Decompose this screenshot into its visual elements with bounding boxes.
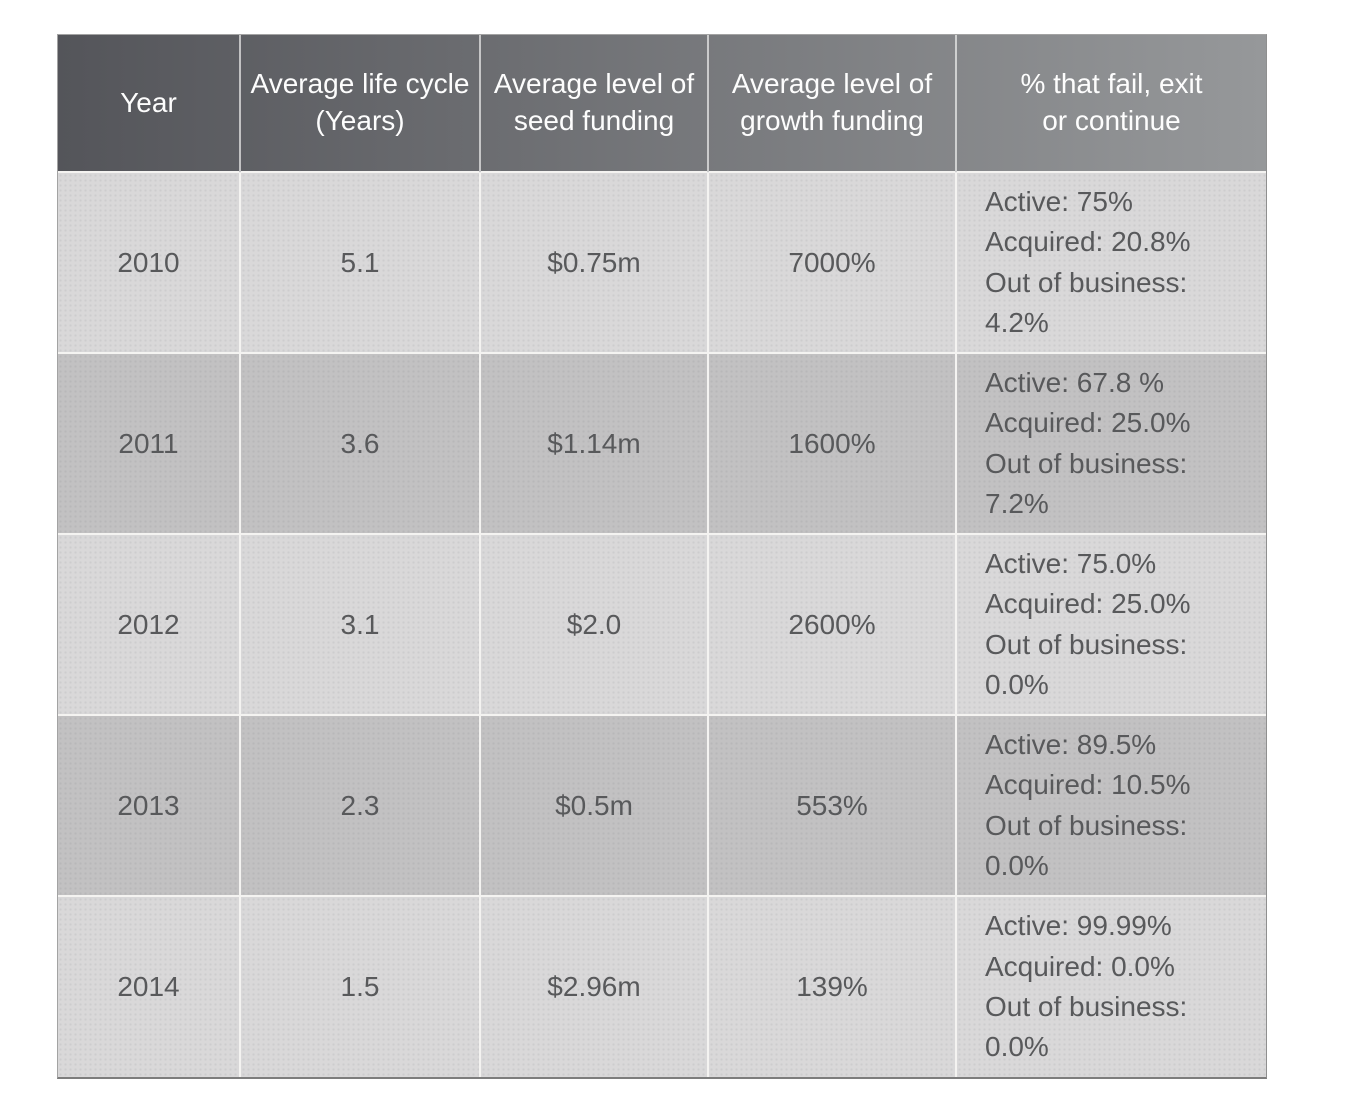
startup-metrics-table: Year Average life cycle (Years) Average … bbox=[58, 35, 1266, 1077]
year-cell: 2014 bbox=[58, 895, 240, 1077]
life-cycle-cell: 5.1 bbox=[239, 171, 480, 353]
growth-funding-cell: 2600% bbox=[707, 533, 956, 715]
table-row-2010: 2010 5.1 $0.75m 7000% Active: 75% Acquir… bbox=[58, 171, 1266, 353]
status-out-of-business: Out of business: 0.0% bbox=[985, 809, 1188, 881]
status-active: Active: 99.99% bbox=[985, 910, 1172, 942]
status-out-of-business: Out of business: 0.0% bbox=[985, 628, 1188, 700]
status-cell: Active: 67.8 % Acquired: 25.0% Out of bu… bbox=[955, 352, 1266, 534]
seed-funding-cell: $0.75m bbox=[479, 171, 708, 353]
column-header-fail-exit-continue: % that fail, exit or continue bbox=[955, 35, 1266, 172]
life-cycle-cell: 3.6 bbox=[239, 352, 480, 534]
status-cell: Active: 99.99% Acquired: 0.0% Out of bus… bbox=[955, 895, 1266, 1077]
status-acquired: Acquired: 0.0% bbox=[985, 950, 1175, 982]
status-acquired: Acquired: 10.5% bbox=[985, 769, 1191, 801]
status-cell: Active: 89.5% Acquired: 10.5% Out of bus… bbox=[955, 714, 1266, 896]
seed-funding-cell: $1.14m bbox=[479, 352, 708, 534]
status-cell: Active: 75.0% Acquired: 25.0% Out of bus… bbox=[955, 533, 1266, 715]
status-acquired: Acquired: 25.0% bbox=[985, 407, 1191, 439]
column-header-year: Year bbox=[120, 86, 177, 118]
column-header-seed-funding: Average level of seed funding bbox=[479, 35, 708, 172]
status-acquired: Acquired: 25.0% bbox=[985, 588, 1191, 620]
growth-funding-cell: 553% bbox=[707, 714, 956, 896]
life-cycle-cell: 3.1 bbox=[239, 533, 480, 715]
column-header-life-cycle: Average life cycle (Years) bbox=[239, 35, 480, 172]
status-acquired: Acquired: 20.8% bbox=[985, 226, 1191, 258]
startup-metrics-table-wrapper: Year Average life cycle (Years) Average … bbox=[57, 34, 1267, 1079]
year-cell: 2012 bbox=[58, 533, 240, 715]
table-row-2011: 2011 3.6 $1.14m 1600% Active: 67.8 % Acq… bbox=[58, 352, 1266, 534]
growth-funding-cell: 7000% bbox=[707, 171, 956, 353]
status-active: Active: 75% bbox=[985, 185, 1133, 217]
status-active: Active: 89.5% bbox=[985, 728, 1157, 760]
status-active: Active: 67.8 % bbox=[985, 366, 1164, 398]
table-row-2013: 2013 2.3 $0.5m 553% Active: 89.5% Acquir… bbox=[58, 714, 1266, 896]
column-header-growth-funding: Average level of growth funding bbox=[707, 35, 956, 172]
year-cell: 2011 bbox=[58, 352, 240, 534]
seed-funding-cell: $2.0 bbox=[479, 533, 708, 715]
seed-funding-cell: $2.96m bbox=[479, 895, 708, 1077]
life-cycle-cell: 1.5 bbox=[239, 895, 480, 1077]
life-cycle-cell: 2.3 bbox=[239, 714, 480, 896]
status-active: Active: 75.0% bbox=[985, 547, 1157, 579]
growth-funding-cell: 139% bbox=[707, 895, 956, 1077]
status-out-of-business: Out of business: 0.0% bbox=[985, 991, 1188, 1063]
status-cell: Active: 75% Acquired: 20.8% Out of busin… bbox=[955, 171, 1266, 353]
status-out-of-business: Out of business: 4.2% bbox=[985, 266, 1188, 338]
header-row: Year Average life cycle (Years) Average … bbox=[58, 35, 1266, 172]
seed-funding-cell: $0.5m bbox=[479, 714, 708, 896]
table-row-2014: 2014 1.5 $2.96m 139% Active: 99.99% Acqu… bbox=[58, 895, 1266, 1077]
growth-funding-cell: 1600% bbox=[707, 352, 956, 534]
table-row-2012: 2012 3.1 $2.0 2600% Active: 75.0% Acquir… bbox=[58, 533, 1266, 715]
status-out-of-business: Out of business: 7.2% bbox=[985, 447, 1188, 519]
year-cell: 2013 bbox=[58, 714, 240, 896]
year-cell: 2010 bbox=[58, 171, 240, 353]
